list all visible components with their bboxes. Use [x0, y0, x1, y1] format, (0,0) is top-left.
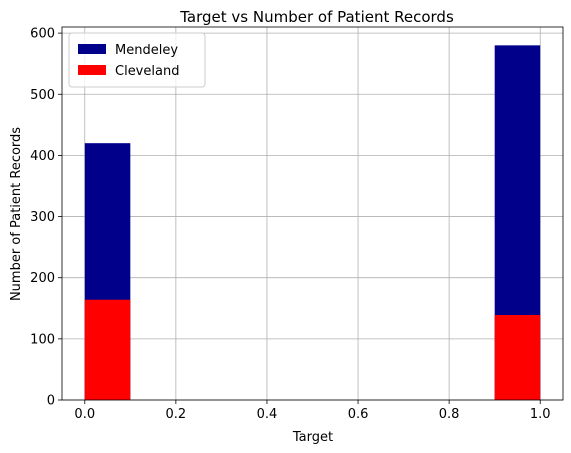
legend: Mendeley Cleveland — [68, 32, 206, 88]
y-tick-label: 400 — [30, 149, 55, 164]
x-axis-label: Target — [292, 430, 333, 445]
y-tick-label: 200 — [30, 271, 55, 286]
x-tick-label: 0.2 — [166, 407, 187, 422]
y-tick-label: 500 — [30, 88, 55, 103]
y-tick-label: 600 — [30, 27, 55, 42]
legend-label-mendeley: Mendeley — [115, 43, 178, 58]
bar-cleveland-0 — [84, 299, 131, 400]
x-tick-label: 1.0 — [530, 407, 551, 422]
x-tick-label: 0.8 — [439, 407, 460, 422]
y-tick-label: 100 — [30, 332, 55, 347]
x-axis-ticks: 0.0 0.2 0.4 0.6 0.8 1.0 — [74, 400, 551, 422]
plot-frame — [61, 26, 564, 401]
y-axis-label: Number of Patient Records — [9, 127, 24, 301]
y-tick-label: 0 — [47, 394, 55, 409]
bars — [84, 45, 541, 400]
x-tick-label: 0.6 — [348, 407, 369, 422]
x-tick-label: 0.4 — [257, 407, 278, 422]
chart-title: Target vs Number of Patient Records — [179, 8, 454, 26]
y-tick-label: 300 — [30, 210, 55, 225]
x-tick-label: 0.0 — [74, 407, 95, 422]
legend-swatch-cleveland — [78, 65, 106, 75]
legend-swatch-mendeley — [78, 44, 106, 54]
bar-cleveland-1 — [494, 315, 541, 400]
y-axis-ticks: 0 100 200 300 400 500 600 — [30, 27, 62, 409]
legend-label-cleveland: Cleveland — [115, 64, 179, 79]
